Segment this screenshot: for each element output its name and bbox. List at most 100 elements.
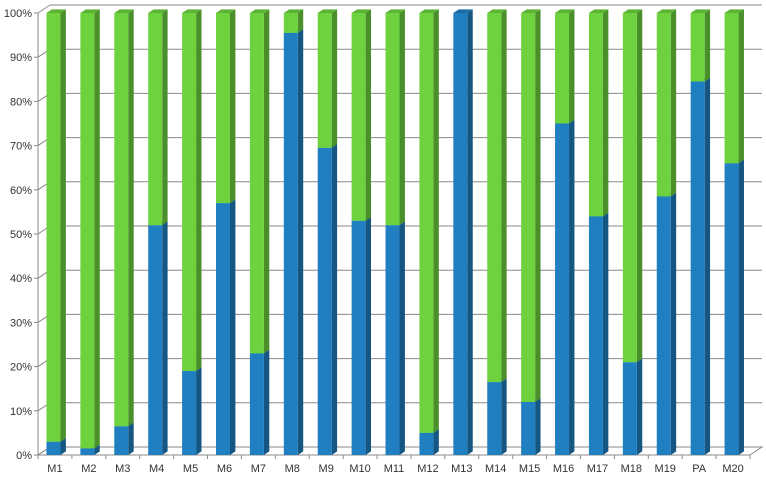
x-tick-label: M7 [251, 463, 266, 475]
y-tick-label: 20% [10, 362, 32, 374]
bar-M20-series-1 [724, 159, 744, 455]
bar-M12-series-2 [419, 9, 439, 433]
bar-front-face [656, 196, 671, 455]
bar-M6-series-2 [216, 9, 236, 204]
x-tick-label: M17 [587, 463, 608, 475]
bar-side-face [94, 444, 100, 455]
bar-M4-series-1 [148, 221, 168, 455]
bar-front-face [690, 81, 705, 455]
x-tick-label: M1 [47, 463, 62, 475]
bar-M18-series-1 [622, 358, 643, 455]
bar-top-face [80, 9, 100, 13]
bar-front-face [317, 147, 332, 455]
bar-M5-series-1 [182, 367, 202, 455]
bar-top-face [724, 9, 744, 13]
bar-front-face [46, 13, 61, 442]
bar-side-face [602, 212, 609, 455]
y-tick-label: 40% [10, 273, 32, 285]
bar-M7-series-2 [249, 9, 270, 354]
bar-M10-series-1 [351, 217, 372, 455]
bar-side-face [128, 9, 134, 427]
bar-M16-series-1 [555, 119, 575, 456]
bar-side-face [230, 9, 236, 204]
bar-front-face [182, 371, 197, 455]
bar-front-face [283, 13, 298, 33]
bar-side-face [670, 192, 677, 455]
bar-side-face [738, 159, 744, 455]
x-tick-label: M10 [349, 463, 370, 475]
y-tick-label: 10% [10, 406, 32, 418]
bar-side-face [602, 9, 609, 217]
bar-M13-series-1 [453, 9, 473, 456]
x-tick-label: M8 [285, 463, 300, 475]
x-tick-label: M12 [417, 463, 438, 475]
bar-side-face [196, 9, 202, 372]
bar-front-face [419, 432, 434, 455]
bar-front-face [588, 13, 603, 217]
bar-front-face [351, 220, 366, 455]
bar-M9-series-1 [317, 144, 338, 455]
bar-M15-series-2 [521, 9, 541, 402]
bar-side-face [128, 422, 134, 455]
bar-top-face [317, 9, 338, 13]
bar-M17-series-2 [588, 9, 609, 217]
y-axis-labels: 0% 10% 20% 30% 40% 50% 60% 70% 80% 90% 100% [4, 8, 32, 462]
bar-side-face [162, 9, 168, 226]
bar-top-face [351, 9, 372, 13]
bar-M3-series-2 [114, 9, 134, 427]
bar-M7-series-1 [249, 349, 270, 455]
x-axis-labels: M1 M2 M3 M4 M5 M6 M7 M8 M9 M10 M11 M12 M13 M14 M15 M16 M… [47, 463, 743, 475]
y-tick-label: 50% [10, 229, 32, 241]
bar-M14-series-1 [487, 378, 507, 455]
bar-front-face [114, 426, 129, 455]
bar-top-face [148, 9, 168, 13]
bar-M17-series-1 [588, 212, 609, 455]
bar-side-face [331, 9, 338, 148]
x-tick-label: M9 [319, 463, 334, 475]
bar-front-face [622, 13, 637, 363]
bar-front-face [385, 225, 400, 455]
bar-side-face [60, 9, 66, 442]
bar-side-face [670, 9, 677, 197]
y-tick-label: 70% [10, 141, 32, 153]
bar-side-face [196, 367, 202, 455]
bar-front-face [249, 353, 264, 455]
bar-M20-series-2 [724, 9, 744, 164]
gridlines [34, 4, 762, 459]
bar-front-face [656, 13, 671, 197]
bar-PA-series-1 [690, 77, 711, 455]
bar-front-face [249, 13, 264, 354]
bar-side-face [263, 349, 270, 455]
bar-side-face [365, 217, 372, 455]
bar-side-face [331, 144, 338, 455]
x-tick-label: M13 [451, 463, 472, 475]
bar-top-face [555, 9, 575, 13]
x-tick-label: M14 [485, 463, 506, 475]
bar-M9-series-2 [317, 9, 338, 148]
y-tick-label: 0% [16, 450, 32, 462]
bar-M14-series-2 [487, 9, 507, 383]
x-tick-label: M2 [81, 463, 96, 475]
bar-side-face [535, 9, 541, 402]
bar-side-face [263, 9, 270, 354]
bar-front-face [385, 13, 400, 226]
bar-front-face [114, 13, 129, 427]
x-tick-label: M6 [217, 463, 232, 475]
bar-side-face [94, 9, 100, 449]
bar-side-face [501, 378, 507, 455]
bar-front-face [317, 13, 332, 148]
bar-front-face [351, 13, 366, 221]
bar-top-face [283, 9, 304, 13]
bar-top-face [419, 9, 439, 13]
bar-M5-series-2 [182, 9, 202, 372]
x-tick-label: M15 [519, 463, 540, 475]
bar-side-face [467, 9, 473, 456]
bar-M12-series-1 [419, 429, 439, 455]
bar-front-face [487, 382, 502, 455]
bar-M3-series-1 [114, 422, 134, 455]
bar-top-face [487, 9, 507, 13]
bar-top-face [588, 9, 609, 13]
gridline-diagonal [37, 4, 51, 14]
